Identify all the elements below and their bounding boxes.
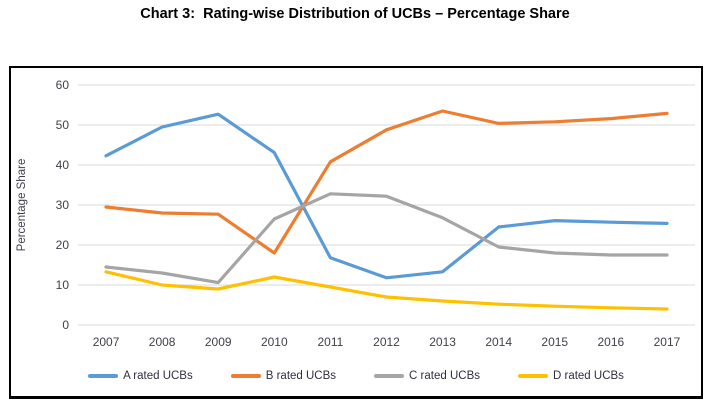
- x-tick-label: 2009: [205, 335, 232, 349]
- x-tick-label: 2015: [541, 335, 568, 349]
- legend-item-c-rated-ucbs: C rated UCBs: [374, 370, 480, 382]
- chart-title: Chart 3: Rating-wise Distribution of UCB…: [140, 6, 570, 22]
- x-tick-label: 2017: [654, 335, 681, 349]
- x-tick-label: 2010: [261, 335, 288, 349]
- legend-label: B rated UCBs: [265, 370, 337, 382]
- x-tick-label: 2011: [318, 335, 344, 349]
- y-tick-label: 60: [56, 78, 70, 92]
- legend-swatch: [517, 374, 548, 378]
- legend-item-d-rated-ucbs: D rated UCBs: [517, 370, 624, 382]
- x-tick-label: 2014: [485, 335, 512, 349]
- series-line-c-rated-ucbs: [104, 192, 669, 285]
- legend-swatch: [88, 374, 119, 378]
- legend-item-a-rated-ucbs: A rated UCBs: [88, 370, 193, 382]
- legend-swatch: [230, 374, 261, 378]
- legend-label: A rated UCBs: [123, 370, 193, 382]
- y-tick-label: 30: [56, 198, 70, 212]
- gridlines: [78, 84, 695, 326]
- legend-label: C rated UCBs: [409, 370, 480, 382]
- y-tick-label: 40: [56, 158, 70, 172]
- y-tick-label: 20: [56, 238, 70, 252]
- x-tick-label: 2016: [598, 335, 625, 349]
- series-line-d-rated-ucbs: [104, 270, 669, 311]
- y-tick-label: 0: [62, 318, 69, 332]
- x-tick-label: 2007: [93, 335, 120, 349]
- series-line-a-rated-ucbs: [104, 112, 669, 280]
- y-tick-label: 50: [56, 118, 70, 132]
- x-axis-tick-labels: 2007 2008 2009 2010 2011 2012 2013 2014 2015 2016…: [93, 335, 681, 349]
- legend-label: D rated UCBs: [552, 370, 624, 382]
- legend-item-b-rated-ucbs: B rated UCBs: [230, 370, 337, 382]
- line-chart: 0 10 20 30 40 50 60 2007 2008 2009 2010 2011 2012 201…: [16, 78, 695, 349]
- x-tick-label: 2013: [429, 335, 456, 349]
- x-tick-label: 2008: [149, 335, 176, 349]
- chart-legend: A rated UCBs B rated UCBs C rated UCBs D ra…: [11, 358, 701, 394]
- chart-frame: 0 10 20 30 40 50 60 2007 2008 2009 2010 2011 2012 201…: [9, 66, 703, 399]
- y-tick-label: 10: [56, 278, 70, 292]
- x-tick-label: 2012: [373, 335, 400, 349]
- y-axis-title: Percentage Share: [16, 159, 28, 252]
- legend-swatch: [374, 374, 405, 378]
- y-axis-tick-labels: 0 10 20 30 40 50 60: [56, 78, 70, 332]
- series-line-b-rated-ucbs: [104, 109, 669, 255]
